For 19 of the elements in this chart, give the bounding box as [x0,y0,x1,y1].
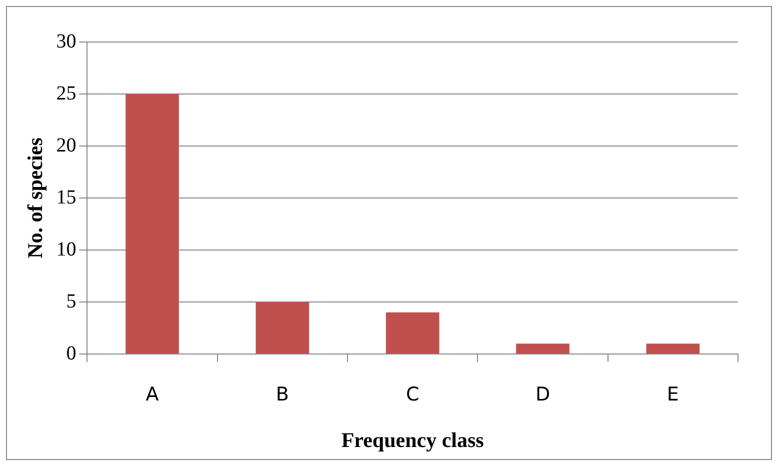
x-tick-label: C [406,383,420,406]
y-tick-label: 20 [56,134,76,156]
y-tick-label: 5 [66,290,76,312]
x-tick-label: A [146,383,159,406]
bar [646,344,700,354]
y-tick-label: 30 [56,30,76,52]
x-tick-label: B [276,383,289,406]
bar [126,94,179,354]
x-tick-label: D [535,383,550,406]
y-tick-label: 0 [66,342,76,364]
y-tick-label: 15 [56,186,76,208]
bar [516,344,570,354]
y-tick-label: 10 [56,238,76,260]
x-tick-label: E [666,383,679,406]
bar [386,312,440,354]
bar [256,302,310,354]
y-axis-title: No. of species [23,138,48,258]
y-tick-label: 25 [56,82,76,104]
x-axis-title: Frequency class [341,428,484,452]
